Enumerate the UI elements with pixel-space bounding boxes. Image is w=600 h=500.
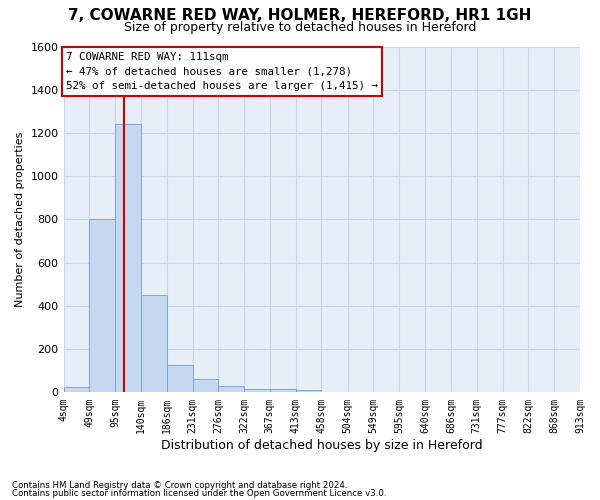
Bar [64,387,89,392]
Bar [141,295,167,392]
Text: 7, COWARNE RED WAY, HOLMER, HEREFORD, HR1 1GH: 7, COWARNE RED WAY, HOLMER, HEREFORD, HR… [68,8,532,22]
Bar [167,366,193,392]
Bar [193,380,218,392]
Bar [115,124,141,392]
Text: Contains HM Land Registry data © Crown copyright and database right 2024.: Contains HM Land Registry data © Crown c… [12,481,347,490]
Y-axis label: Number of detached properties: Number of detached properties [15,132,25,307]
Text: Contains public sector information licensed under the Open Government Licence v3: Contains public sector information licen… [12,488,386,498]
Bar [296,390,322,392]
Bar [270,389,296,392]
Bar [218,386,244,392]
Bar [89,220,115,392]
Text: Size of property relative to detached houses in Hereford: Size of property relative to detached ho… [124,21,476,34]
Bar [244,388,270,392]
X-axis label: Distribution of detached houses by size in Hereford: Distribution of detached houses by size … [161,440,482,452]
Text: 7 COWARNE RED WAY: 111sqm
← 47% of detached houses are smaller (1,278)
52% of se: 7 COWARNE RED WAY: 111sqm ← 47% of detac… [66,52,378,92]
